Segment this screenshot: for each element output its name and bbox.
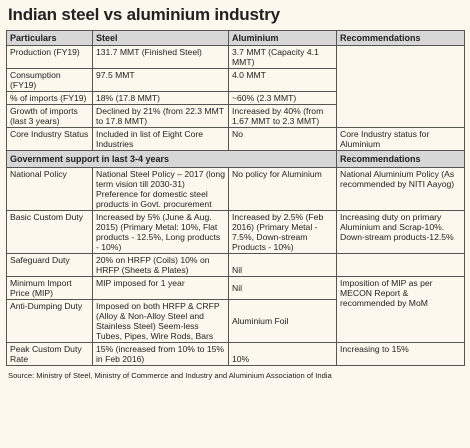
row-particular: Core Industry Status (6, 127, 93, 151)
row-particular: National Policy (6, 167, 93, 211)
row-particular: Basic Custom Duty (6, 210, 93, 254)
row-steel: Included in list of Eight Core Industrie… (92, 127, 229, 151)
row-particular: Peak Custom Duty Rate (6, 342, 93, 366)
row-particular: Minimum Import Price (MIP) (6, 276, 93, 300)
table-row: Core Industry Status Included in list of… (6, 127, 465, 151)
row-particular: Growth of imports (last 3 years) (6, 104, 93, 128)
table-row: Production (FY19) 131.7 MMT (Finished St… (6, 45, 465, 128)
row-steel: Increased by 5% (June & Aug. 2015) (Prim… (92, 210, 229, 254)
row-recommendation: Core Industry status for Aluminium (336, 127, 465, 151)
row-recommendation: National Aluminium Policy (As recommende… (336, 167, 465, 211)
header-recommendations: Recommendations (336, 30, 465, 46)
row-steel: Declined by 21% (from 22.3 MMT to 17.8 M… (92, 104, 229, 128)
table-row: Basic Custom Duty Increased by 5% (June … (6, 210, 465, 254)
row-recommendation-empty (336, 253, 465, 277)
row-steel: MIP imposed for 1 year (92, 276, 229, 300)
row-aluminium: Increased by 40% (from 1.67 MMT to 2.3 M… (228, 104, 337, 128)
row-aluminium: 10% (228, 342, 337, 366)
row-aluminium: No policy for Aluminium (228, 167, 337, 211)
row-recommendation: Increasing to 15% (336, 342, 465, 366)
row-particular: Anti-Dumping Duty (6, 299, 93, 343)
table-row: Minimum Import Price (MIP) MIP imposed f… (6, 276, 465, 343)
row-aluminium: 4.0 MMT (228, 68, 337, 92)
row-aluminium: Increased by 2.5% (Feb 2016) (Primary Me… (228, 210, 337, 254)
row-steel: National Steel Policy – 2017 (long term … (92, 167, 229, 211)
page-title: Indian steel vs aluminium industry (8, 5, 280, 24)
row-recommendation: Imposition of MIP as per MECON Report & … (336, 276, 465, 343)
row-steel: 15% (increased from 10% to 15% in Feb 20… (92, 342, 229, 366)
header-row: Particulars Steel Aluminium Recommendati… (6, 30, 465, 46)
table-row: Peak Custom Duty Rate 15% (increased fro… (6, 342, 465, 366)
row-aluminium: 3.7 MMT (Capacity 4.1 MMT) (228, 45, 337, 69)
source-note: Source: Ministry of Steel, Ministry of C… (8, 371, 332, 380)
header-particulars: Particulars (6, 30, 93, 46)
row-particular: Production (FY19) (6, 45, 93, 69)
row-aluminium: Nil (228, 276, 337, 300)
section-title: Government support in last 3-4 years (6, 150, 337, 168)
table-row: Consumption (FY19) 97.5 MMT 4.0 MMT (6, 68, 465, 92)
row-particular: % of imports (FY19) (6, 91, 93, 105)
section-header-row: Government support in last 3-4 years Rec… (6, 150, 465, 168)
row-particular: Safeguard Duty (6, 253, 93, 277)
table-row: National Policy National Steel Policy – … (6, 167, 465, 211)
comparison-table: Particulars Steel Aluminium Recommendati… (6, 30, 465, 366)
row-steel: Imposed on both HRFP & CRFP (Alloy & Non… (92, 299, 229, 343)
row-steel: 131.7 MMT (Finished Steel) (92, 45, 229, 69)
row-aluminium: ~60% (2.3 MMT) (228, 91, 337, 105)
row-steel: 18% (17.8 MMT) (92, 91, 229, 105)
row-steel: 97.5 MMT (92, 68, 229, 92)
section-recommendations: Recommendations (336, 150, 465, 168)
row-particular: Consumption (FY19) (6, 68, 93, 92)
row-steel: 20% on HRFP (Coils) 10% on HRFP (Sheets … (92, 253, 229, 277)
row-aluminium: Aluminium Foil (228, 299, 337, 343)
row-aluminium: No (228, 127, 337, 151)
row-aluminium: Nil (228, 253, 337, 277)
header-aluminium: Aluminium (228, 30, 337, 46)
table-row: Safeguard Duty 20% on HRFP (Coils) 10% o… (6, 253, 465, 277)
row-recommendation: Increasing duty on primary Aluminium and… (336, 210, 465, 254)
row-recommendation (336, 45, 465, 128)
header-steel: Steel (92, 30, 229, 46)
